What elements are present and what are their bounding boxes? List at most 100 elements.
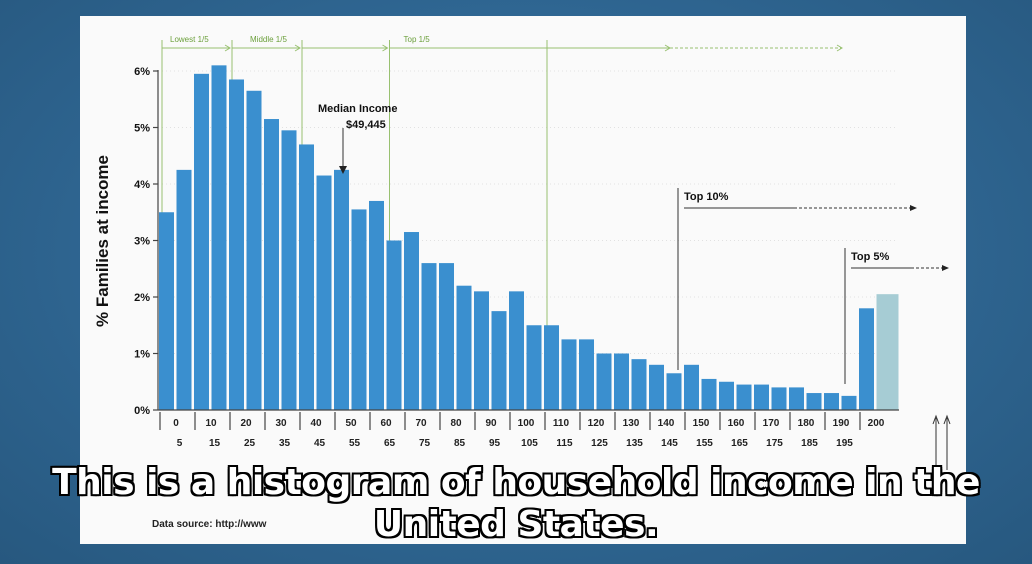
histogram-bar [194, 73, 209, 410]
histogram-bar [421, 263, 437, 410]
arrowhead [294, 44, 301, 52]
y-tick-label: 3% [134, 236, 150, 248]
x-tick-label-bottom: 75 [419, 438, 431, 449]
x-tick-label-bottom: 155 [696, 438, 713, 449]
x-tick-label-top: 100 [518, 418, 535, 429]
x-tick-label-top: 130 [623, 418, 640, 429]
x-tick-label-bottom: 35 [279, 438, 291, 449]
histogram-bar [701, 378, 717, 410]
x-tick-label-bottom: 105 [521, 438, 538, 449]
x-tick-label-bottom: 135 [626, 438, 643, 449]
subtitle-caption: This is a histogram of household income … [52, 462, 980, 545]
arrowhead [224, 44, 231, 52]
x-tick-label-top: 140 [658, 418, 675, 429]
histogram-bar [824, 393, 839, 410]
histogram-bar [596, 353, 612, 410]
y-tick-label: 4% [134, 179, 150, 191]
slide: 0% 1% 2% 3% 4% 5% 6% Lowest 1/5 Middle 1/5 Top 1/… [80, 16, 966, 544]
histogram-bar [789, 387, 804, 410]
median-arrowhead [339, 166, 347, 174]
histogram-bar [771, 387, 787, 410]
histogram-bar [474, 291, 489, 410]
histogram-bar [614, 353, 629, 410]
x-tick-label-bottom: 165 [731, 438, 748, 449]
histogram-bar [876, 294, 899, 410]
bin-arrowhead [943, 414, 951, 425]
x-tick-label-top: 0 [173, 418, 179, 429]
top5-arrowhead [942, 265, 949, 271]
x-tick-label-top: 50 [345, 418, 357, 429]
histogram-bar [526, 325, 542, 410]
top10-arrowhead [910, 205, 917, 211]
arrowhead [836, 44, 843, 52]
band-label: Middle 1/5 [250, 35, 287, 44]
histogram-bar [736, 384, 752, 410]
x-tick-label-bottom: 175 [766, 438, 783, 449]
x-tick-label-top: 20 [240, 418, 252, 429]
histogram-chart: 0% 1% 2% 3% 4% 5% 6% Lowest 1/5 Middle 1/5 Top 1/… [93, 35, 951, 470]
x-tick-label-top: 10 [205, 418, 217, 429]
x-tick-label-bottom: 25 [244, 438, 256, 449]
x-tick-label-bottom: 125 [591, 438, 608, 449]
x-tick-label-top: 70 [415, 418, 427, 429]
top5-label: Top 5% [851, 251, 890, 263]
histogram-bar [404, 232, 419, 410]
x-tick-label-bottom: 5 [177, 438, 183, 449]
x-tick-label-top: 200 [868, 418, 885, 429]
histogram-bar [666, 373, 682, 410]
arrowhead [382, 44, 389, 52]
y-tick-label: 5% [134, 123, 150, 135]
histogram-bar [631, 359, 647, 410]
top10-label: Top 10% [684, 191, 729, 203]
y-tick-label: 2% [134, 292, 150, 304]
x-tick-label-top: 180 [798, 418, 815, 429]
histogram-bar [754, 384, 769, 410]
histogram-bar [281, 130, 297, 410]
histogram-bar [509, 291, 524, 410]
x-tick-label-top: 60 [380, 418, 392, 429]
histogram-bar [316, 175, 332, 410]
x-tick-label-top: 120 [588, 418, 605, 429]
x-tick-label-top: 40 [310, 418, 322, 429]
x-tick-label-bottom: 145 [661, 438, 678, 449]
histogram-bar [806, 393, 822, 410]
histogram-bar [649, 364, 664, 410]
histogram-bar [211, 65, 227, 410]
data-source-text: Data source: http://www [152, 519, 267, 530]
y-tick-label: 1% [134, 349, 150, 361]
x-tick-label-bottom: 45 [314, 438, 326, 449]
x-tick-label-top: 30 [275, 418, 287, 429]
x-tick-label-bottom: 185 [801, 438, 818, 449]
x-tick-label-top: 160 [728, 418, 745, 429]
x-tick-label-top: 150 [693, 418, 710, 429]
x-tick-label-top: 170 [763, 418, 780, 429]
histogram-bar [859, 308, 874, 410]
x-tick-label-bottom: 65 [384, 438, 396, 449]
histogram-bar [369, 200, 384, 410]
histogram-bar [264, 119, 279, 411]
histogram-bar [299, 144, 314, 410]
median-value: $49,445 [346, 119, 386, 131]
x-tick-label-bottom: 95 [489, 438, 501, 449]
histogram-bar [351, 209, 367, 410]
histogram-bar [719, 381, 734, 410]
histogram-bar [246, 90, 262, 411]
histogram-bar [334, 169, 349, 410]
histogram-bar [579, 339, 594, 410]
bin-arrowhead [932, 414, 940, 425]
histogram-bar [841, 395, 857, 410]
histogram-bar [159, 212, 174, 410]
histogram-bar [439, 263, 454, 410]
x-tick-label-top: 110 [553, 418, 570, 429]
histogram-bar [229, 79, 244, 410]
x-tick-label-bottom: 15 [209, 438, 221, 449]
x-tick-label-top: 190 [833, 418, 850, 429]
histogram-bar [491, 311, 507, 410]
x-tick-label-top: 90 [485, 418, 497, 429]
y-tick-label: 6% [134, 66, 150, 78]
band-label: Lowest 1/5 [170, 35, 209, 44]
histogram-bar [544, 325, 559, 410]
histogram-bar [176, 169, 192, 410]
histogram-bar [456, 285, 472, 410]
y-tick-label: 0% [134, 405, 150, 417]
